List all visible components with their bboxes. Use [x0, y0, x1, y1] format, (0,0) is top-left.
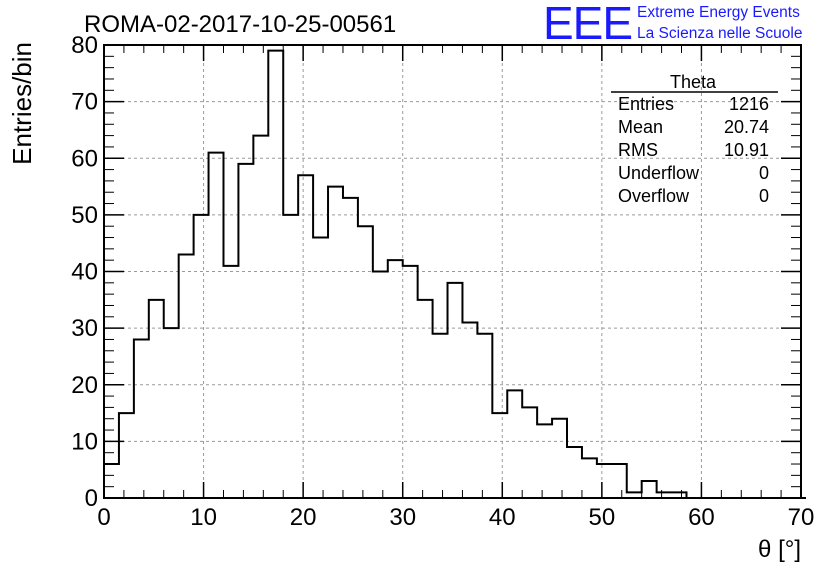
- x-axis-label: θ [°]: [758, 536, 801, 563]
- y-tick-label: 20: [71, 372, 98, 399]
- histogram-series-line: [103, 49, 806, 499]
- x-tick-label: 70: [788, 504, 815, 531]
- stats-box-name: Theta: [670, 72, 717, 92]
- y-tick-label: 60: [71, 145, 98, 172]
- stats-box: Theta Entries 1216 Mean 20.74 RMS 10.91 Underf…: [611, 72, 778, 206]
- eee-logo: EEE: [543, 0, 633, 49]
- stats-row-value: 0: [759, 186, 769, 206]
- y-tick-label: 40: [71, 259, 98, 286]
- y-tick-label: 70: [71, 89, 98, 116]
- y-tick-label: 50: [71, 202, 98, 229]
- logo-line-1: Extreme Energy Events: [637, 4, 800, 21]
- stats-row-value: 0: [759, 163, 769, 183]
- y-tick-label: 80: [71, 32, 98, 59]
- stats-row-value: 20.74: [724, 117, 769, 137]
- y-tick-labels: 0 10 20 30 40 50 60 70 80: [71, 32, 98, 512]
- stats-row-value: 1216: [729, 94, 769, 114]
- y-tick-label: 10: [71, 428, 98, 455]
- chart-title: ROMA-02-2017-10-25-00561: [84, 11, 396, 38]
- x-tick-label: 0: [97, 504, 110, 531]
- x-tick-labels: 0 10 20 30 40 50 60 70: [97, 504, 814, 531]
- x-tick-label: 10: [190, 504, 217, 531]
- stats-row-label: Mean: [618, 117, 663, 137]
- stats-row-label: Entries: [618, 94, 674, 114]
- logo-line-2: La Scienza nelle Scuole: [637, 25, 803, 42]
- stats-row-label: Underflow: [618, 163, 700, 183]
- x-tick-label: 50: [589, 504, 616, 531]
- x-tick-label: 40: [489, 504, 516, 531]
- axis-ticks: [103, 44, 802, 499]
- x-tick-label: 20: [290, 504, 317, 531]
- stats-row-label: Overflow: [618, 186, 690, 206]
- grid-lines: [104, 45, 801, 498]
- x-tick-label: 60: [688, 504, 715, 531]
- y-axis-label: Entries/bin: [7, 42, 37, 165]
- x-tick-label: 30: [389, 504, 416, 531]
- stats-rows: Entries 1216 Mean 20.74 RMS 10.91 Underflow 0 Ov…: [618, 94, 769, 206]
- y-tick-label: 30: [71, 315, 98, 342]
- stats-row-value: 10.91: [724, 140, 769, 160]
- stats-row-label: RMS: [618, 140, 658, 160]
- y-tick-label: 0: [85, 485, 98, 512]
